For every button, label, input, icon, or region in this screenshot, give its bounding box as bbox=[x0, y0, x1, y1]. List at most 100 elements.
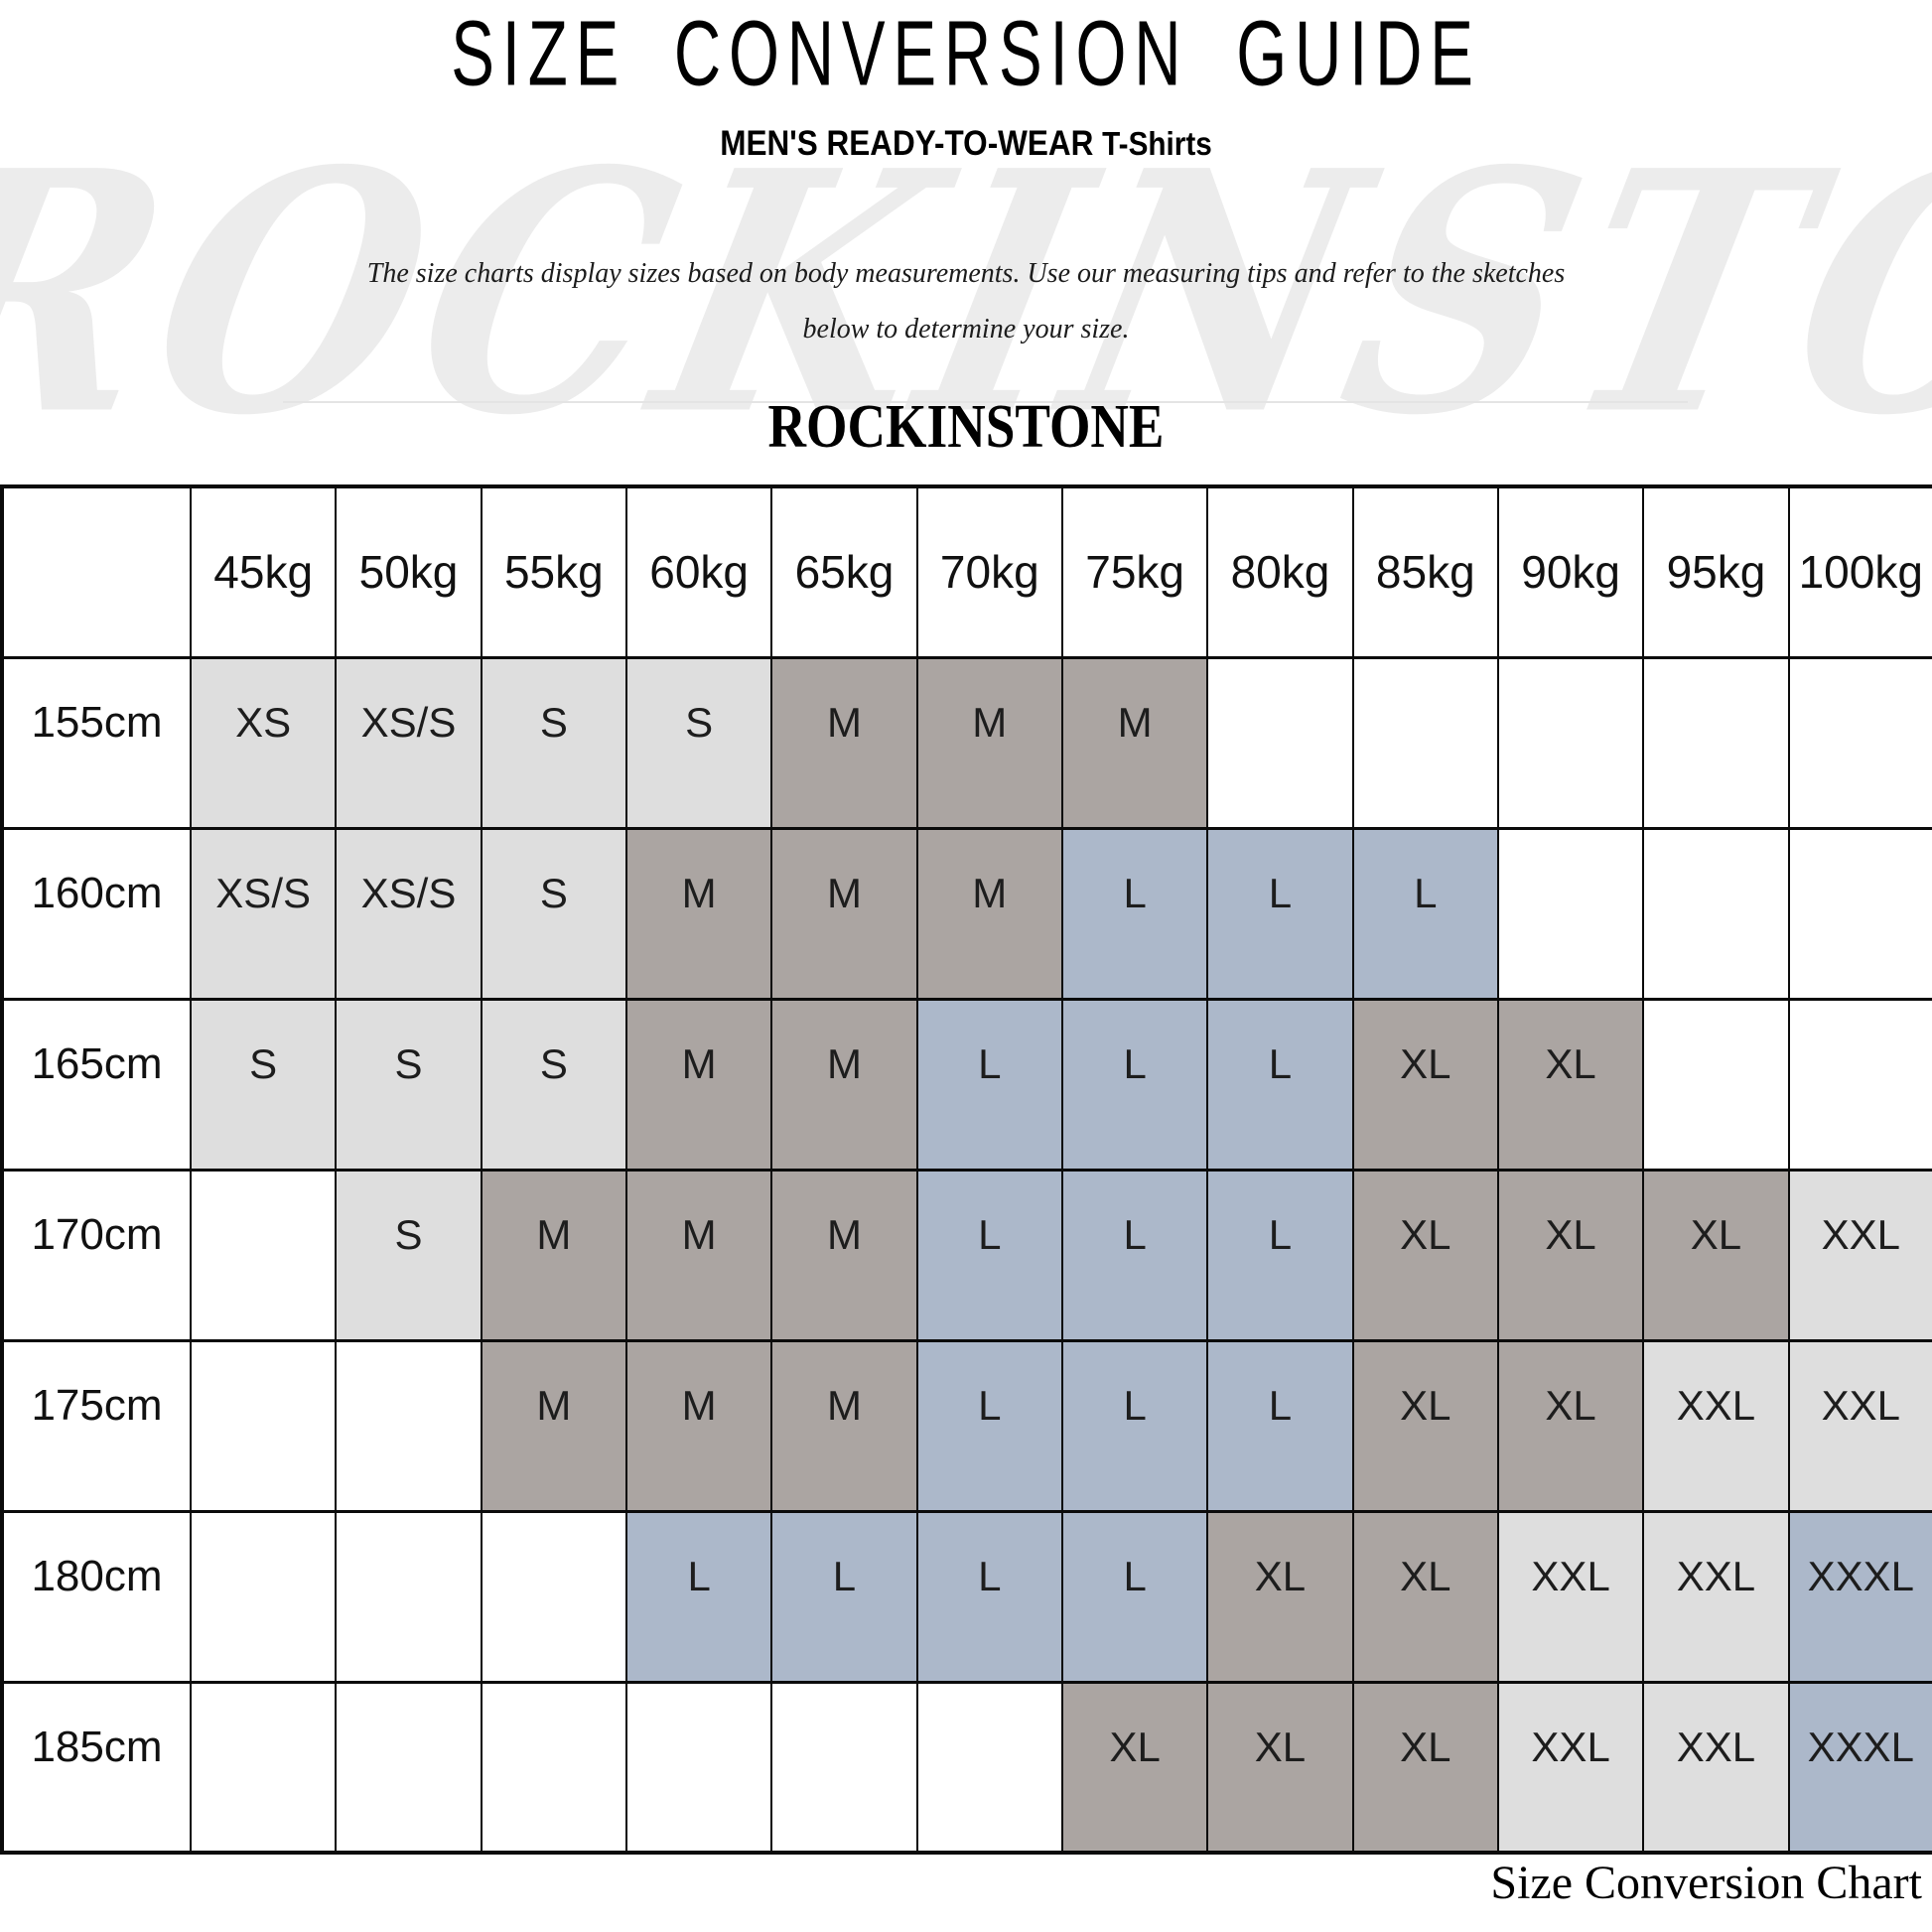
size-cell: M bbox=[480, 1168, 627, 1342]
size-cell: L bbox=[915, 1338, 1063, 1513]
size-cell: XXL bbox=[1642, 1680, 1790, 1855]
size-cell: S bbox=[335, 997, 483, 1172]
size-cell: M bbox=[480, 1338, 627, 1513]
weight-header-cell: 100kg bbox=[1787, 484, 1932, 659]
size-cell: L bbox=[1206, 997, 1354, 1172]
description-line-2: below to determine your size. bbox=[802, 314, 1130, 345]
size-cell: M bbox=[624, 826, 773, 1001]
size-cell: M bbox=[770, 1338, 918, 1513]
weight-header-cell: 50kg bbox=[335, 484, 483, 659]
size-cell: L bbox=[915, 1509, 1063, 1684]
size-cell bbox=[1642, 826, 1790, 1001]
size-cell bbox=[1351, 655, 1499, 830]
height-header-cell: 180cm bbox=[1, 1509, 192, 1684]
size-cell: M bbox=[624, 1338, 773, 1513]
size-cell: XL bbox=[1206, 1680, 1354, 1855]
subtitle-product: T-Shirts bbox=[1102, 125, 1212, 162]
size-cell bbox=[480, 1680, 627, 1855]
size-cell: M bbox=[770, 655, 918, 830]
size-cell: L bbox=[1206, 826, 1354, 1001]
size-cell: XXXL bbox=[1787, 1509, 1932, 1684]
size-cell: XL bbox=[1060, 1680, 1209, 1855]
size-cell: M bbox=[624, 997, 773, 1172]
weight-header-cell: 95kg bbox=[1642, 484, 1790, 659]
size-cell: XL bbox=[1642, 1168, 1790, 1342]
height-header-cell: 185cm bbox=[1, 1680, 192, 1855]
size-cell: M bbox=[1060, 655, 1209, 830]
brand-name: ROCKINSTONE bbox=[767, 393, 1165, 461]
size-cell: L bbox=[624, 1509, 773, 1684]
size-cell: XL bbox=[1496, 1338, 1645, 1513]
table-row: 155cm XS XS/S S S M M M bbox=[1, 655, 1932, 830]
size-cell: XL bbox=[1206, 1509, 1354, 1684]
size-cell bbox=[1787, 997, 1932, 1172]
size-cell: L bbox=[1060, 1338, 1209, 1513]
size-cell bbox=[189, 1680, 338, 1855]
size-cell bbox=[1787, 826, 1932, 1001]
size-cell: L bbox=[1060, 826, 1209, 1001]
weight-header-cell: 80kg bbox=[1206, 484, 1354, 659]
size-cell bbox=[1206, 655, 1354, 830]
size-cell: XL bbox=[1351, 997, 1499, 1172]
size-cell: S bbox=[480, 997, 627, 1172]
size-cell: M bbox=[770, 1168, 918, 1342]
size-cell: XS/S bbox=[189, 826, 338, 1001]
size-cell bbox=[335, 1680, 483, 1855]
size-cell: XXL bbox=[1496, 1680, 1645, 1855]
size-cell bbox=[1642, 655, 1790, 830]
size-conversion-table: 45kg 50kg 55kg 60kg 65kg 70kg 75kg 80kg 85kg 90kg… bbox=[0, 484, 1932, 1855]
weight-header-cell: 85kg bbox=[1351, 484, 1499, 659]
size-cell bbox=[1496, 826, 1645, 1001]
size-cell bbox=[1496, 655, 1645, 830]
size-cell: XS/S bbox=[335, 826, 483, 1001]
size-cell: L bbox=[1060, 997, 1209, 1172]
size-cell bbox=[189, 1509, 338, 1684]
size-cell: L bbox=[1060, 1509, 1209, 1684]
size-cell: M bbox=[624, 1168, 773, 1342]
size-cell bbox=[770, 1680, 918, 1855]
size-cell: L bbox=[915, 1168, 1063, 1342]
size-cell: S bbox=[624, 655, 773, 830]
size-cell bbox=[335, 1338, 483, 1513]
weight-header-cell: 70kg bbox=[915, 484, 1063, 659]
size-cell bbox=[480, 1509, 627, 1684]
height-header-cell: 155cm bbox=[1, 655, 192, 830]
table-row: 175cm M M M L L L XL XL XXL XXL bbox=[1, 1338, 1932, 1513]
size-cell: S bbox=[335, 1168, 483, 1342]
size-cell: M bbox=[915, 826, 1063, 1001]
size-cell: XL bbox=[1496, 1168, 1645, 1342]
weight-header-cell: 75kg bbox=[1060, 484, 1209, 659]
size-cell: XXL bbox=[1642, 1338, 1790, 1513]
table-row: 160cm XS/S XS/S S M M M L L L bbox=[1, 826, 1932, 1001]
size-cell: L bbox=[1206, 1168, 1354, 1342]
subtitle: MEN'S READY-TO-WEAR T-Shirts bbox=[96, 123, 1835, 165]
height-header-cell: 175cm bbox=[1, 1338, 192, 1513]
size-cell: XXXL bbox=[1787, 1680, 1932, 1855]
size-cell: S bbox=[480, 655, 627, 830]
height-header-cell: 165cm bbox=[1, 997, 192, 1172]
size-cell: M bbox=[770, 997, 918, 1172]
size-cell bbox=[189, 1168, 338, 1342]
size-cell: XS bbox=[189, 655, 338, 830]
size-cell: XL bbox=[1351, 1338, 1499, 1513]
table-row: 180cm L L L L XL XL XXL XXL XXXL bbox=[1, 1509, 1932, 1684]
size-cell: XXL bbox=[1496, 1509, 1645, 1684]
size-cell: XL bbox=[1351, 1509, 1499, 1684]
size-cell: XL bbox=[1496, 997, 1645, 1172]
table-row: 165cm S S S M M L L L XL XL bbox=[1, 997, 1932, 1172]
size-cell: L bbox=[1351, 826, 1499, 1001]
weight-header-row: 45kg 50kg 55kg 60kg 65kg 70kg 75kg 80kg 85kg 90kg… bbox=[1, 484, 1932, 659]
watermark-stroke-line bbox=[283, 401, 1688, 403]
size-cell: L bbox=[770, 1509, 918, 1684]
weight-header-cell: 65kg bbox=[770, 484, 918, 659]
table-row: 170cm S M M M L L L XL XL XL XXL bbox=[1, 1168, 1932, 1342]
size-cell: XL bbox=[1351, 1680, 1499, 1855]
size-cell: M bbox=[915, 655, 1063, 830]
size-cell: XXL bbox=[1642, 1509, 1790, 1684]
size-cell bbox=[189, 1338, 338, 1513]
size-cell: S bbox=[480, 826, 627, 1001]
corner-diagonal-cell bbox=[1, 484, 192, 659]
size-cell: XXL bbox=[1787, 1338, 1932, 1513]
size-cell: S bbox=[189, 997, 338, 1172]
